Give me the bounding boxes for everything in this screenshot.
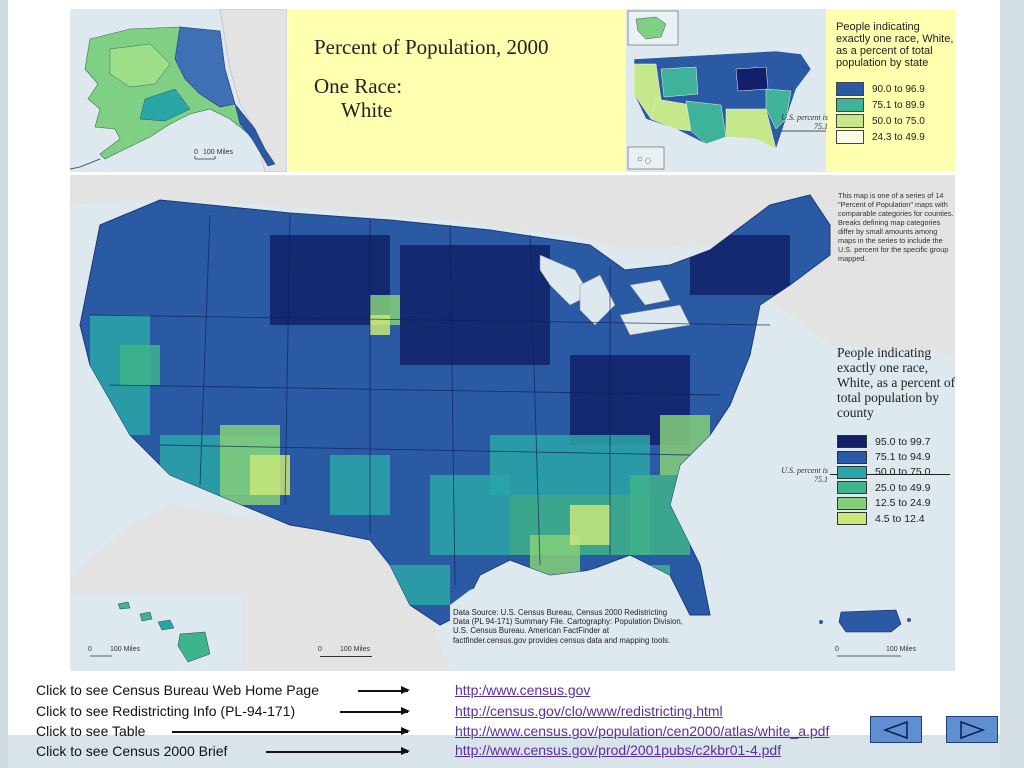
hawaii-scale-label: 100 Miles [110, 646, 140, 653]
alaska-map-graphic [70, 9, 288, 172]
county-legend-item: 95.0 to 99.7 [837, 434, 967, 449]
county-legend-label: 75.1 to 94.9 [875, 451, 931, 464]
alaska-scale-zero: 0 [194, 149, 198, 156]
map-header-panel: 0 100 Miles Percent of Population, 2000 … [70, 9, 955, 172]
county-region-patch [370, 315, 390, 335]
state-legend-rows: 90.0 to 96.9 75.1 to 89.9 50.0 to 75.0 24.3… [836, 81, 954, 145]
map-series-note: This map is one of a series of 14 "Perce… [838, 191, 954, 263]
state-legend: People indicating exactly one race, Whit… [836, 21, 954, 145]
link-brief[interactable]: http://www.census.gov/prod/2001pubs/c2kb… [455, 742, 782, 758]
county-legend: People indicating exactly one race, Whit… [837, 345, 967, 526]
link-table[interactable]: http://www.census.gov/population/cen2000… [455, 723, 830, 739]
state-legend-item: 75.1 to 89.9 [836, 97, 954, 113]
county-legend-item: 75.1 to 94.9 [837, 449, 967, 464]
triangle-right-icon [960, 720, 986, 739]
main-scale-zero: 0 [318, 646, 322, 653]
map-title: Percent of Population, 2000 [314, 35, 549, 59]
map-subtitle-line2: White [341, 98, 393, 122]
county-legend-title: People indicating exactly one race, Whit… [837, 345, 956, 420]
arrow-brief [266, 748, 410, 754]
link-label-redistricting: Click to see Redistricting Info (PL-94-1… [36, 703, 296, 719]
county-legend-swatch [837, 450, 867, 464]
county-legend-label: 4.5 to 12.4 [875, 512, 925, 525]
state-legend-swatch [836, 130, 864, 144]
link-label-table: Click to see Table [36, 723, 146, 739]
county-region-patch [120, 345, 160, 385]
county-legend-swatch [837, 435, 867, 449]
county-region-patch [330, 455, 390, 515]
county-legend-item: 25.0 to 49.9 [837, 480, 967, 495]
hawaii-scale-zero: 0 [88, 646, 92, 653]
county-legend-rows: 95.0 to 99.7 75.1 to 94.9 50.0 to 75.0 25.0… [837, 434, 967, 526]
state-legend-item: 24.3 to 49.9 [836, 129, 954, 145]
state-legend-swatch [836, 114, 864, 128]
county-legend-swatch [837, 465, 867, 479]
state-map-graphic [626, 9, 826, 172]
county-region-patch [490, 435, 650, 495]
county-region-patch [250, 455, 290, 495]
map-title-block: Percent of Population, 2000 One Race: Wh… [314, 35, 548, 123]
hawaii-inset-map: 0 100 Miles [70, 594, 242, 671]
alaska-scale-label: 100 Miles [203, 149, 233, 156]
state-legend-label: 90.0 to 96.9 [872, 83, 925, 95]
state-level-map [626, 9, 826, 172]
county-legend-label: 50.0 to 75.0 [875, 466, 931, 479]
county-legend-label: 12.5 to 24.9 [875, 497, 931, 510]
county-us-percent-line [830, 474, 950, 475]
county-legend-label: 25.0 to 49.9 [875, 481, 931, 494]
link-label-home: Click to see Census Bureau Web Home Page [36, 682, 319, 698]
triangle-left-icon [882, 720, 908, 739]
state-legend-swatch [836, 98, 864, 112]
arrow-table [172, 728, 410, 734]
puerto-rico-map-graphic [819, 609, 911, 657]
county-region-patch [570, 505, 610, 545]
county-region-patch [400, 245, 550, 365]
map-subtitle-line1: One Race: [314, 74, 403, 98]
county-map-graphic [70, 175, 955, 671]
state-legend-label: 50.0 to 75.0 [872, 115, 925, 127]
hawaii-map-graphic [90, 601, 211, 663]
main-scale-label: 100 Miles [340, 646, 370, 653]
puerto-rico-inset-map: 0 100 Miles [781, 594, 955, 671]
state-us-percent-note: U.S. percent is 75.1 [781, 113, 828, 131]
pr-scale-zero: 0 [835, 646, 839, 653]
previous-slide-button[interactable] [870, 716, 922, 743]
state-legend-item: 50.0 to 75.0 [836, 113, 954, 129]
alaska-inset-map: 0 100 Miles [70, 9, 288, 172]
next-slide-button[interactable] [946, 716, 998, 743]
state-legend-item: 90.0 to 96.9 [836, 81, 954, 97]
state-legend-label: 75.1 to 89.9 [872, 99, 925, 111]
link-redistricting[interactable]: http://census.gov/clo/www/redistricting.… [455, 703, 723, 719]
county-legend-swatch [837, 512, 867, 526]
data-source-note: Data Source: U.S. Census Bureau, Census … [453, 608, 683, 645]
arrow-home [358, 687, 410, 693]
state-legend-label: 24.3 to 49.9 [872, 131, 925, 143]
county-region-patch [430, 475, 510, 555]
county-legend-item: 50.0 to 75.0 [837, 465, 967, 480]
state-legend-title: People indicating exactly one race, Whit… [836, 21, 954, 69]
link-label-brief: Click to see Census 2000 Brief [36, 743, 228, 759]
arrow-redistricting [340, 708, 410, 714]
state-legend-swatch [836, 82, 864, 96]
slide-border-left [0, 0, 8, 768]
county-us-percent-note: U.S. percent is 75.1 [781, 466, 828, 484]
county-legend-item: 4.5 to 12.4 [837, 511, 967, 526]
slide-border-right [1000, 0, 1024, 768]
county-legend-label: 95.0 to 99.7 [875, 435, 931, 448]
county-legend-swatch [837, 481, 867, 495]
county-legend-swatch [837, 496, 867, 510]
link-census-home[interactable]: http:/www.census.gov [455, 682, 591, 698]
main-scale-bar [320, 656, 372, 657]
pr-scale-label: 100 Miles [886, 646, 916, 653]
county-level-map [70, 175, 955, 671]
county-legend-item: 12.5 to 24.9 [837, 496, 967, 511]
